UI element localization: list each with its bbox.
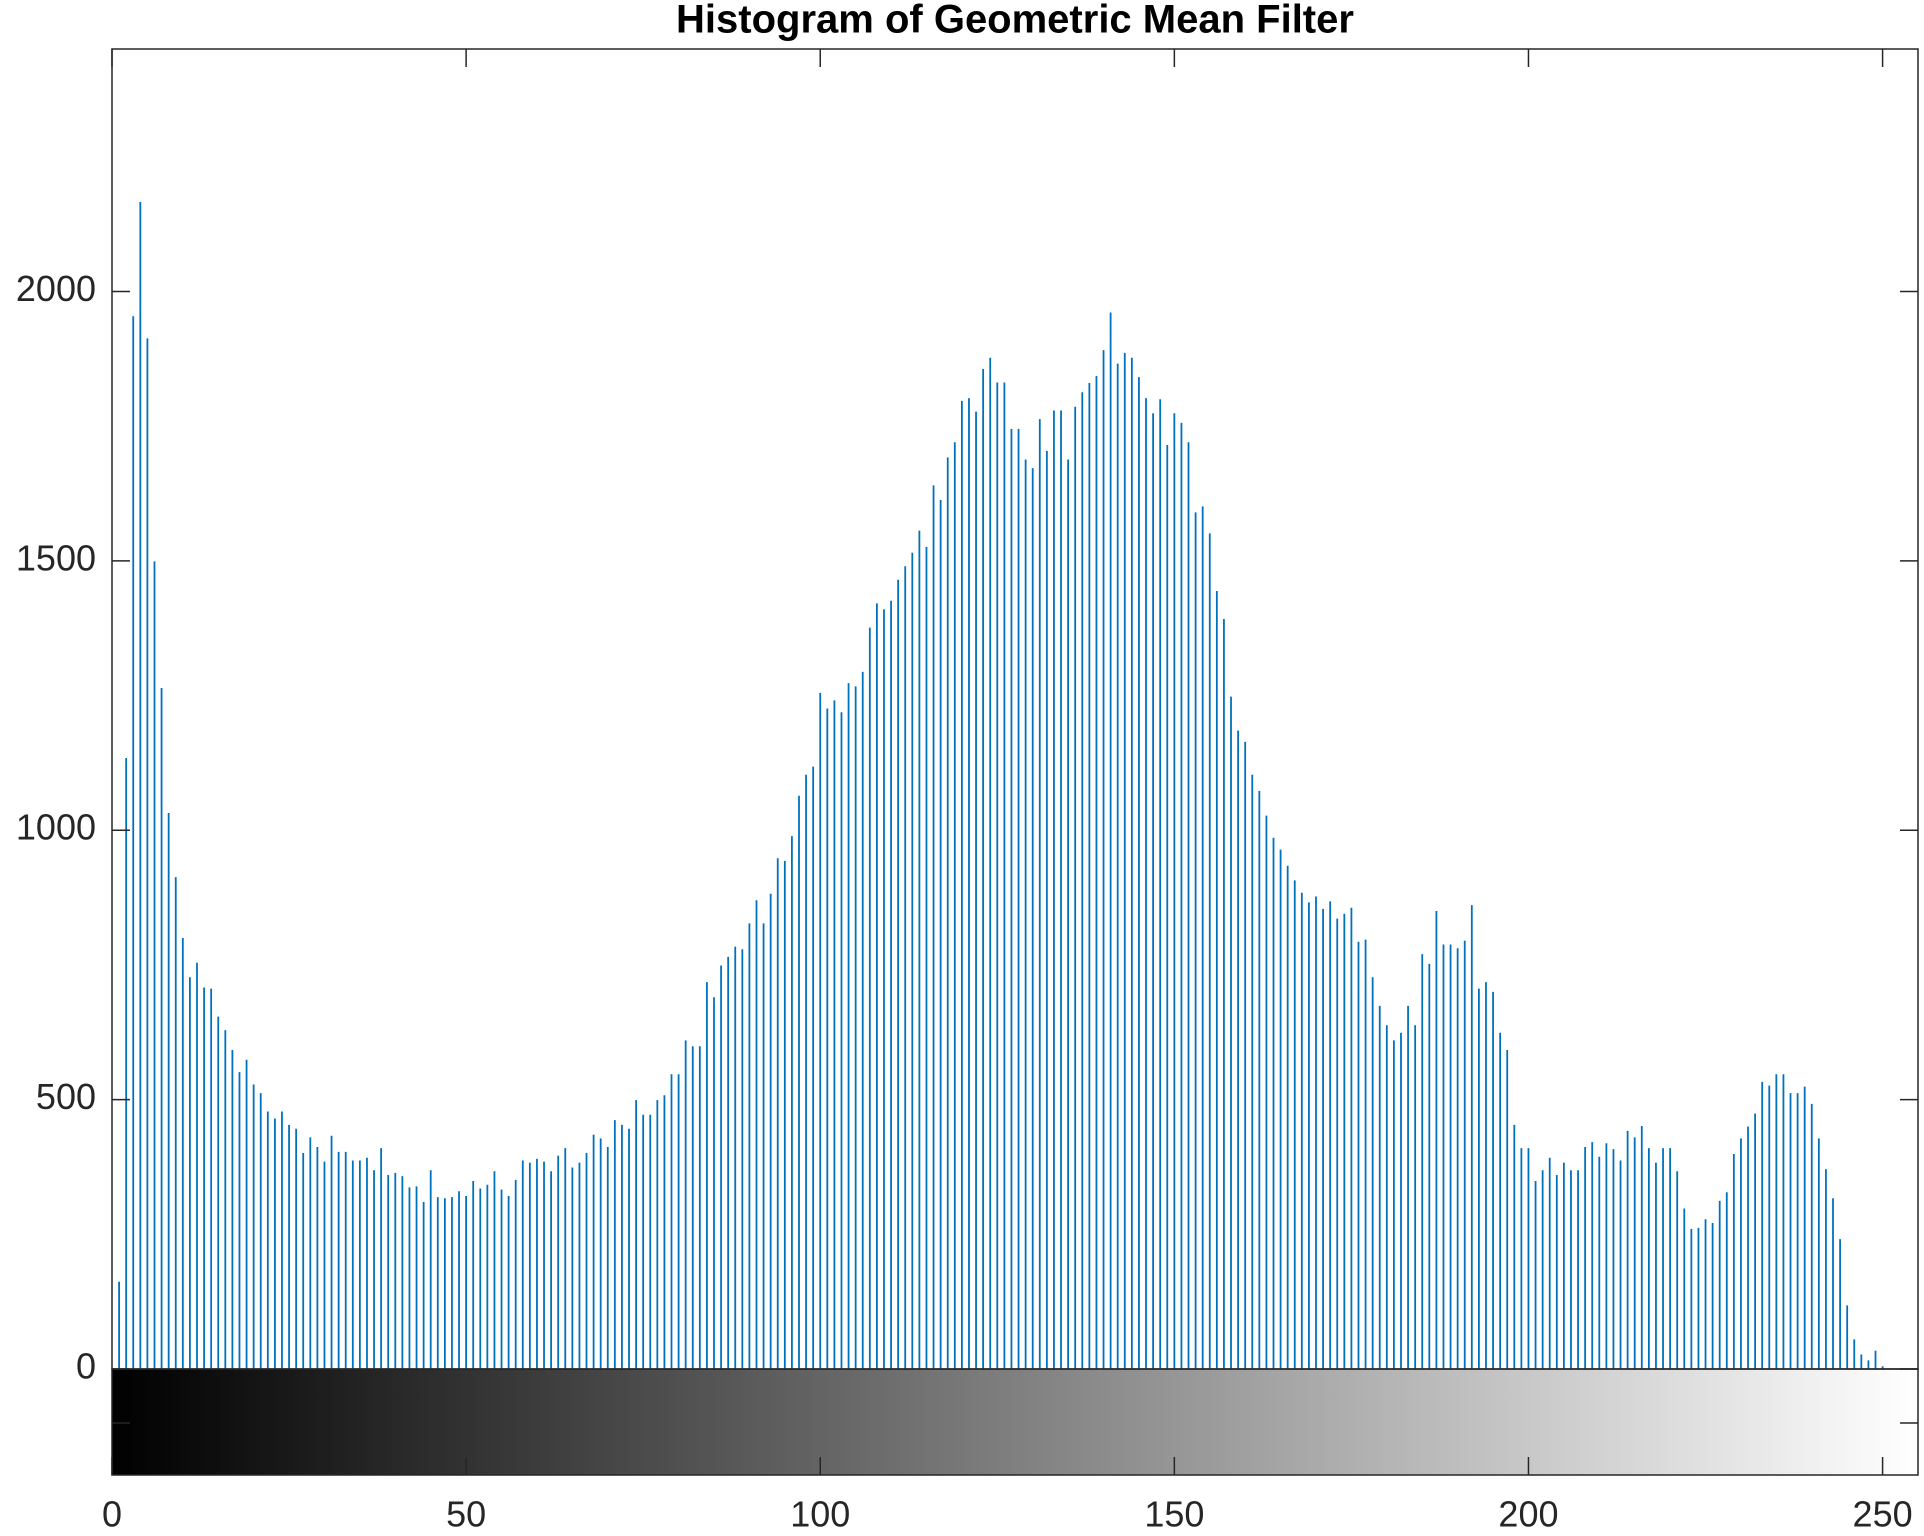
y-tick-label: 1500 xyxy=(16,537,96,578)
y-tick-label: 500 xyxy=(36,1076,96,1117)
x-tick-label: 50 xyxy=(446,1494,486,1535)
x-tick-label: 150 xyxy=(1144,1494,1204,1535)
x-tick-label: 200 xyxy=(1498,1494,1558,1535)
y-tick-label: 0 xyxy=(76,1346,96,1387)
axes-box xyxy=(111,48,1919,1370)
x-tick-label: 0 xyxy=(102,1494,122,1535)
x-tick-label: 100 xyxy=(790,1494,850,1535)
colorbar-box xyxy=(111,1368,1919,1476)
y-tick-label: 2000 xyxy=(16,268,96,309)
colorbar xyxy=(112,1369,1918,1475)
y-tick-label: 1000 xyxy=(16,807,96,848)
chart-title: Histogram of Geometric Mean Filter xyxy=(676,0,1354,42)
x-tick-label: 250 xyxy=(1853,1494,1913,1535)
plot xyxy=(118,202,1884,1369)
